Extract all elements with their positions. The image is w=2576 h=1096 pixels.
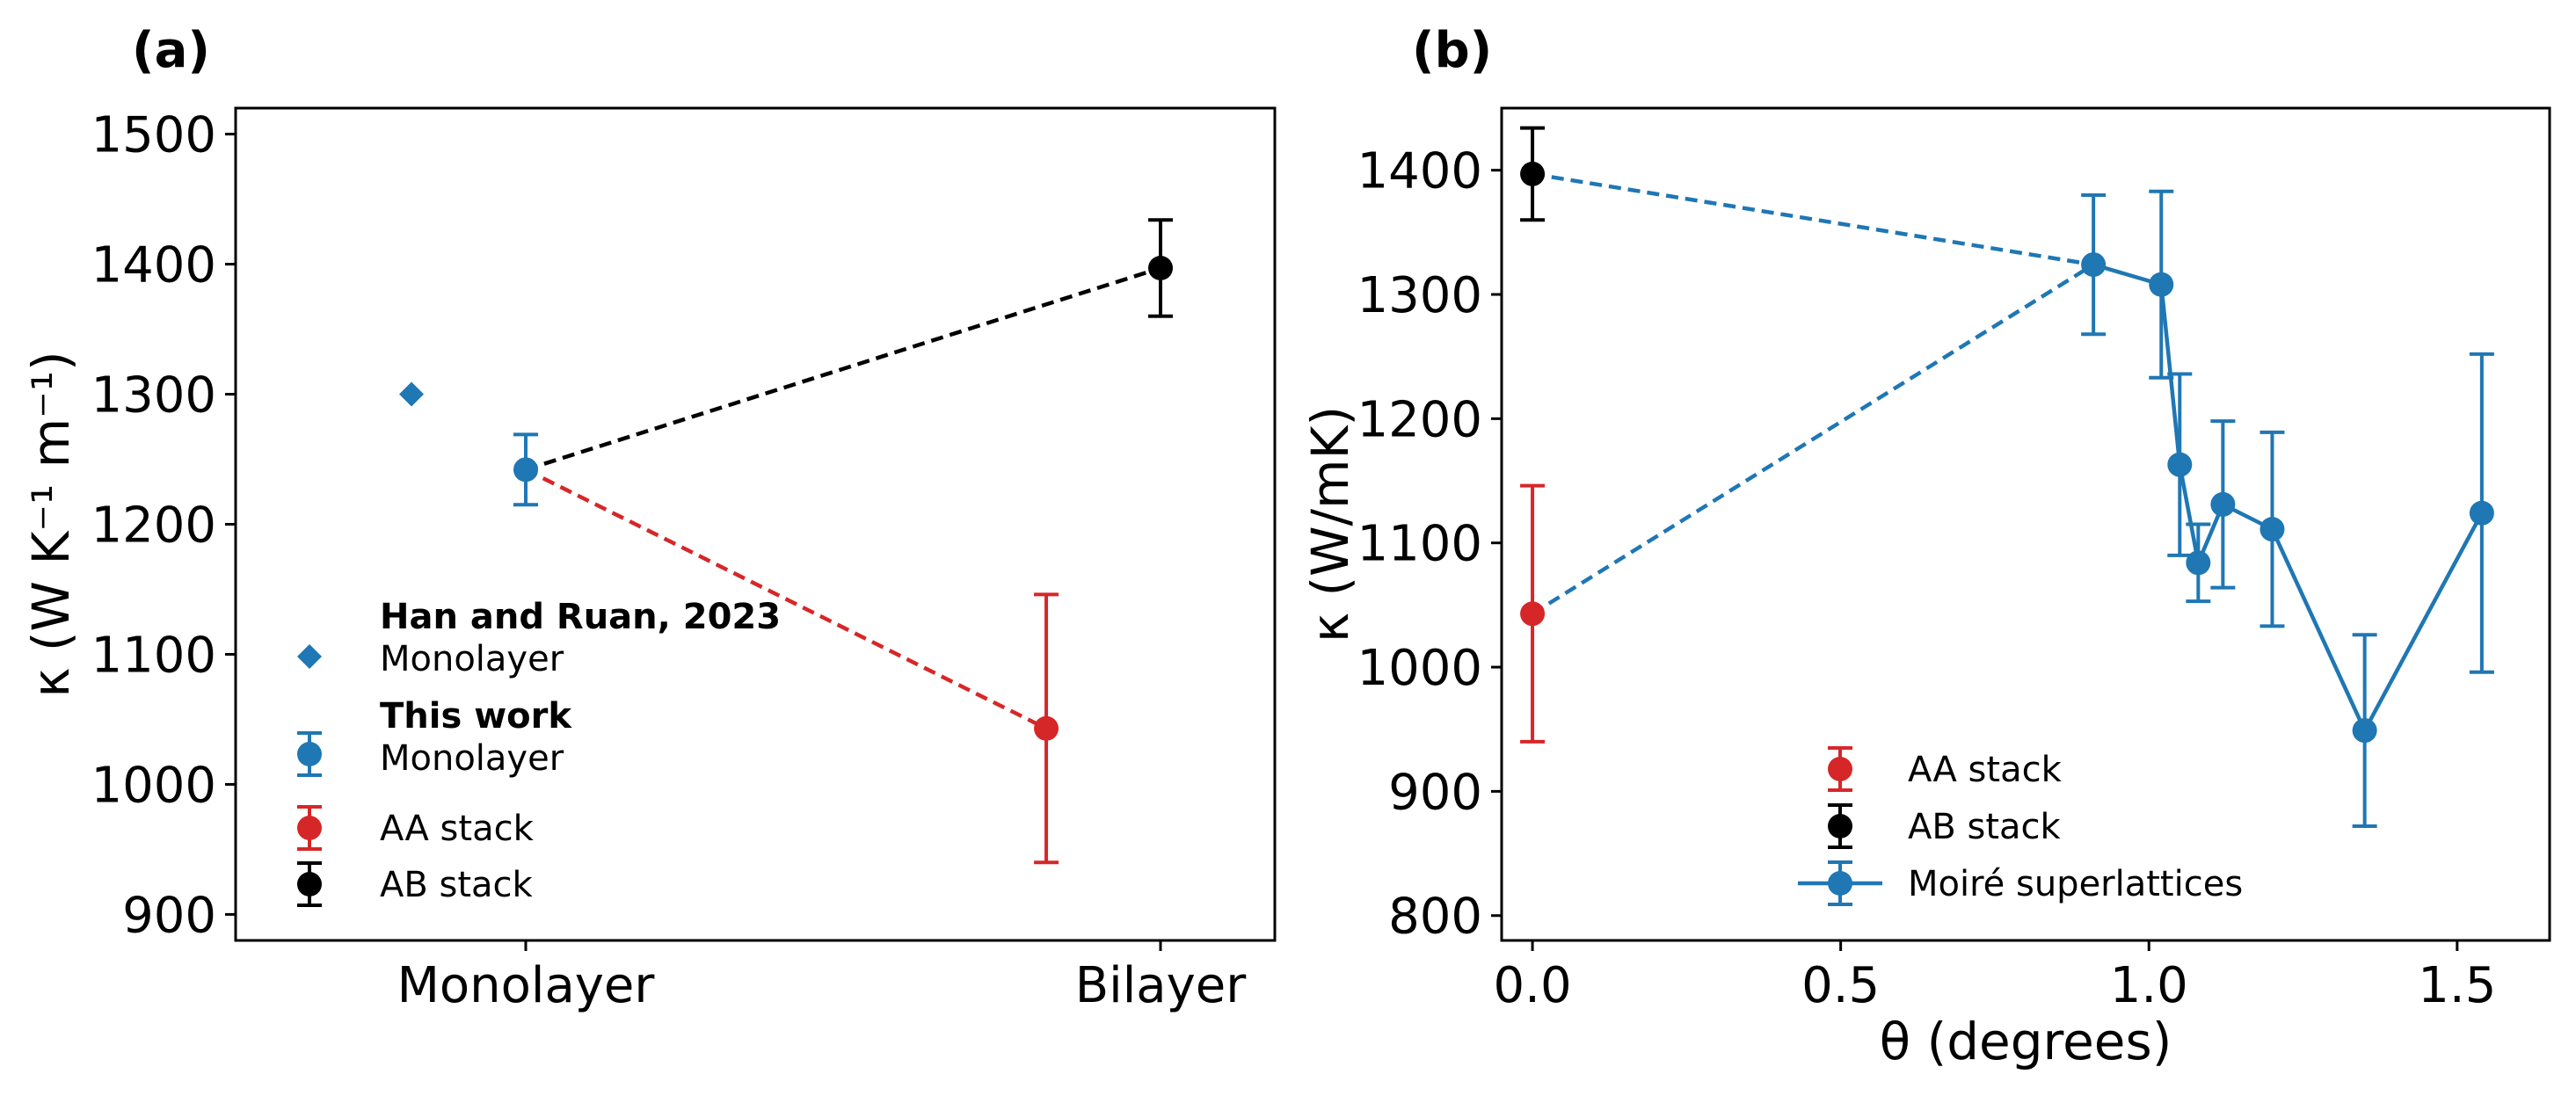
legend-entry: AB stack <box>1908 807 2062 847</box>
series-line-moire <box>2092 262 2484 736</box>
data-point-2 <box>1034 715 1059 741</box>
legend-entry: Monolayer <box>380 738 564 779</box>
legend-title: This work <box>380 696 572 737</box>
y-tick-label: 900 <box>122 887 216 944</box>
x-axis-label: θ (degrees) <box>1880 1012 2172 1071</box>
y-tick-label: 1100 <box>91 627 216 684</box>
legend-entry: AA stack <box>380 809 535 849</box>
y-tick-label: 1200 <box>91 497 216 555</box>
y-tick-label: 1100 <box>1357 516 1482 573</box>
legend-marker-3 <box>297 872 322 896</box>
panel-b: (b) 800 900 1000 1100 1200 1300 1400 0.0 0.5 1.0 1.… <box>1300 22 2551 1071</box>
data-point-2 <box>2210 491 2236 517</box>
y-tick-label: 1000 <box>1357 640 1482 697</box>
y-tick-label: 1300 <box>91 367 216 425</box>
y-tick-label: 900 <box>1388 764 1482 821</box>
y-tick-label: 1000 <box>91 757 216 814</box>
x-tick-label: 1.0 <box>2110 957 2188 1014</box>
legend-entry: Monolayer <box>380 639 564 679</box>
data-point-1 <box>513 457 538 483</box>
legend-marker-1 <box>297 742 322 766</box>
x-tick-label: 0.5 <box>1801 957 1880 1014</box>
data-point-2 <box>2259 517 2285 542</box>
data-point-2 <box>2469 500 2494 526</box>
data-point-2 <box>2081 252 2107 278</box>
data-point-0 <box>1520 601 1546 627</box>
data-point-2 <box>2186 550 2211 576</box>
legend-title: Han and Ruan, 2023 <box>380 597 781 637</box>
panel-a: (a) 900 1000 1100 1200 1300 1400 1500 Monolayer B… <box>21 22 1277 1014</box>
panel-label-a: (a) <box>132 22 210 79</box>
plot-frame <box>234 106 1277 942</box>
dashed-connector-0 <box>1532 171 2094 267</box>
legend-marker-0 <box>297 644 322 669</box>
y-tick-label: 1500 <box>91 107 216 164</box>
y-axis-label: κ (W K⁻¹ m⁻¹) <box>21 351 81 697</box>
data-point-2 <box>2167 452 2193 477</box>
x-tick-label: Monolayer <box>397 957 656 1014</box>
y-tick-label: 1400 <box>91 237 216 294</box>
data-point-1 <box>1520 161 1546 186</box>
x-tick-label: Bilayer <box>1075 957 1247 1014</box>
dashed-connector-0 <box>525 265 1161 472</box>
plot-frame <box>1500 106 2551 942</box>
legend-marker-2 <box>297 816 322 840</box>
y-axis-label: κ (W/mK) <box>1300 406 1360 642</box>
legend-marker-2 <box>1828 871 1852 896</box>
legend-marker-1 <box>1828 814 1852 838</box>
x-tick-label: 0.0 <box>1494 957 1572 1014</box>
x-tick-label: 1.5 <box>2418 957 2496 1014</box>
data-point-2 <box>2149 272 2174 297</box>
y-tick-label: 1300 <box>1357 267 1482 324</box>
y-tick-label: 1400 <box>1357 143 1482 200</box>
dashed-connector-1 <box>1531 263 2095 616</box>
panel-label-b: (b) <box>1412 22 1492 79</box>
y-tick-label: 1200 <box>1357 391 1482 448</box>
data-point-3 <box>1148 256 1173 281</box>
data-point-2 <box>2352 718 2377 744</box>
y-tick-label: 800 <box>1388 889 1482 946</box>
legend-entry: AB stack <box>380 865 534 905</box>
legend-marker-0 <box>1828 757 1852 781</box>
dashed-connector-1 <box>524 468 1048 730</box>
legend-entry: Moiré superlattices <box>1908 864 2243 904</box>
legend-entry: AA stack <box>1908 750 2063 790</box>
data-point-0 <box>399 381 425 407</box>
